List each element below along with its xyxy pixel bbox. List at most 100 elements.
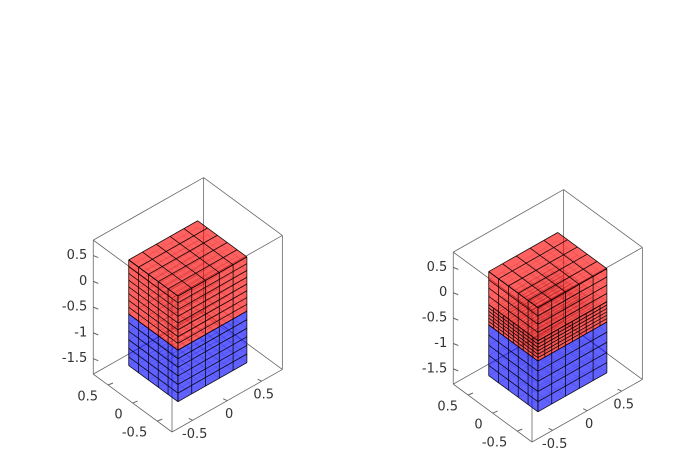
mesh-edge — [518, 253, 588, 294]
mesh-edge — [177, 297, 248, 337]
mesh-edge — [177, 310, 248, 351]
mesh-edge — [488, 287, 539, 325]
mesh-edge — [537, 308, 608, 348]
mesh-edge — [128, 293, 179, 331]
mesh-edge — [128, 356, 179, 394]
mesh-edge — [488, 321, 539, 358]
mesh-edge — [177, 263, 248, 304]
mesh-edge — [128, 273, 179, 310]
z-tick — [93, 306, 99, 310]
z-tick — [453, 317, 459, 321]
z-tick-label: -1 — [74, 325, 87, 340]
mesh-edge — [177, 283, 248, 324]
x-tick-label: -0.5 — [182, 427, 207, 442]
x-tick — [188, 417, 193, 421]
mesh-edge — [488, 344, 539, 382]
mesh-edge — [498, 239, 568, 280]
mesh-edge — [128, 279, 179, 317]
x-tick — [222, 398, 228, 402]
axis-box-edge — [453, 189, 564, 253]
mesh-face — [488, 232, 607, 308]
mesh-edge — [529, 247, 580, 285]
x-tick-label: 0.5 — [253, 388, 274, 403]
mesh-edge — [177, 256, 248, 297]
z-tick-label: -1 — [434, 336, 447, 351]
mesh-edge — [488, 375, 539, 413]
z-tick-label: -1.5 — [62, 351, 87, 366]
x-tick-label: 0 — [225, 407, 233, 422]
mesh-edge — [488, 334, 539, 372]
z-tick-label: -0.5 — [62, 300, 87, 315]
mesh-edge — [537, 276, 608, 317]
mesh-edge — [128, 365, 179, 403]
mesh-edge — [488, 324, 539, 362]
mesh-edge — [128, 300, 179, 337]
mesh-edge — [128, 348, 179, 385]
mesh-edge — [516, 255, 566, 293]
mesh-edge — [197, 220, 248, 258]
mesh-face — [537, 321, 607, 412]
z-tick-label: -0.5 — [422, 311, 447, 326]
mesh-edge — [128, 259, 179, 297]
x-tick — [617, 388, 622, 392]
mesh-edge — [488, 365, 539, 402]
x-tick-label: 0 — [585, 417, 593, 432]
mesh-edge — [488, 314, 539, 352]
y-tick-label: 0 — [474, 418, 482, 433]
mesh-edge — [177, 319, 248, 360]
mesh-edge — [128, 220, 198, 261]
mesh-edge — [502, 263, 552, 301]
mesh-edge — [148, 234, 218, 275]
mesh-edge — [488, 307, 539, 345]
mesh-edge — [128, 330, 179, 368]
mesh-edge — [537, 304, 608, 345]
z-tick-label: -1.5 — [422, 361, 447, 376]
z-tick — [453, 266, 459, 270]
y-tick — [157, 418, 163, 422]
mesh-edge — [138, 227, 208, 268]
mesh-edge — [177, 336, 248, 377]
mesh-edge — [488, 355, 539, 392]
mesh-edge — [488, 311, 539, 348]
mesh-edge — [488, 304, 539, 342]
y-tick — [492, 410, 498, 414]
mesh-edge — [177, 362, 248, 403]
mesh-edge — [537, 321, 608, 362]
axis-box-edge — [203, 177, 283, 236]
mesh-edge — [177, 270, 248, 310]
mesh-edge — [537, 341, 608, 382]
z-tick — [93, 332, 99, 336]
x-tick — [257, 378, 262, 382]
axis-box-edge — [563, 189, 643, 248]
mesh-edge — [128, 266, 179, 304]
mesh-edge — [183, 228, 234, 266]
z-tick — [453, 343, 459, 346]
z-tick — [453, 368, 459, 372]
mesh-edge — [537, 284, 608, 325]
x-tick — [548, 427, 553, 431]
mesh-edge — [488, 271, 539, 309]
mesh-face — [488, 324, 538, 412]
mesh-edge — [537, 331, 608, 372]
mesh-edge — [169, 236, 220, 273]
z-tick-label: 0.5 — [427, 260, 448, 275]
mesh-edge — [537, 301, 608, 342]
mesh-edge — [158, 242, 228, 282]
mesh-face — [128, 220, 247, 296]
mesh-edge — [488, 317, 539, 355]
mesh-edge — [177, 345, 248, 385]
mesh-edge — [537, 352, 608, 392]
mesh-edge — [488, 232, 558, 272]
mesh-edge — [156, 243, 206, 281]
x-tick-label: -0.5 — [542, 437, 567, 452]
y-tick-label: 0 — [114, 408, 122, 423]
mesh-edge — [527, 261, 598, 301]
mesh-edge — [142, 251, 192, 289]
z-tick — [93, 358, 99, 362]
x-tick-label: 0.5 — [613, 398, 634, 413]
x-tick — [582, 408, 588, 412]
mesh-edge — [537, 372, 608, 413]
mesh-edge — [177, 290, 248, 331]
y-tick-label: -0.5 — [482, 436, 507, 451]
mesh-edge — [537, 318, 608, 359]
